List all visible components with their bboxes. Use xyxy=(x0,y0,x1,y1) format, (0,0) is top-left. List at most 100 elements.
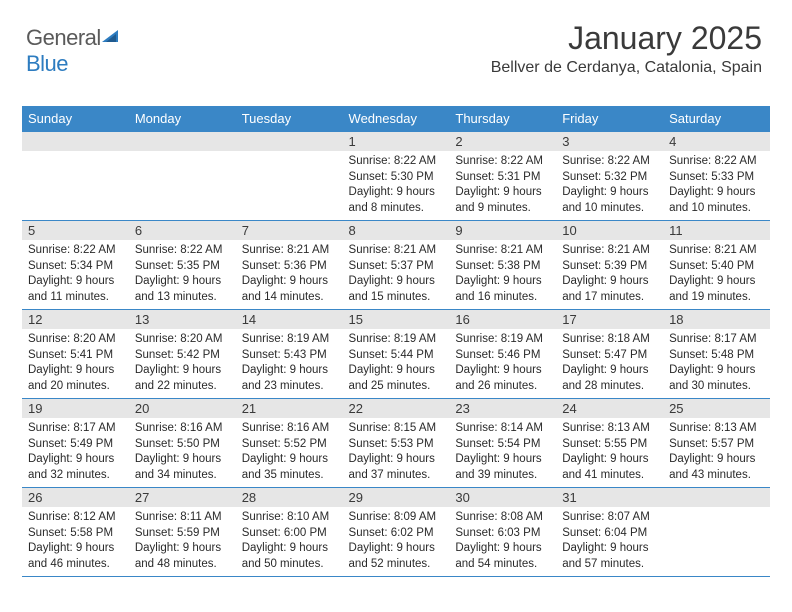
day-data: Sunrise: 8:20 AMSunset: 5:41 PMDaylight:… xyxy=(22,329,129,398)
day-number: 11 xyxy=(663,221,770,240)
calendar-cell: 7Sunrise: 8:21 AMSunset: 5:36 PMDaylight… xyxy=(236,221,343,310)
day-number: 1 xyxy=(343,132,450,151)
calendar-cell: 28Sunrise: 8:10 AMSunset: 6:00 PMDayligh… xyxy=(236,488,343,577)
calendar-cell xyxy=(22,132,129,221)
day-number: 2 xyxy=(449,132,556,151)
day-number: 24 xyxy=(556,399,663,418)
day-data: Sunrise: 8:10 AMSunset: 6:00 PMDaylight:… xyxy=(236,507,343,576)
calendar-cell: 15Sunrise: 8:19 AMSunset: 5:44 PMDayligh… xyxy=(343,310,450,399)
day-number: 25 xyxy=(663,399,770,418)
day-number: 29 xyxy=(343,488,450,507)
weekday-header: Thursday xyxy=(449,106,556,132)
day-data: Sunrise: 8:21 AMSunset: 5:38 PMDaylight:… xyxy=(449,240,556,309)
day-data: Sunrise: 8:15 AMSunset: 5:53 PMDaylight:… xyxy=(343,418,450,487)
calendar-cell: 13Sunrise: 8:20 AMSunset: 5:42 PMDayligh… xyxy=(129,310,236,399)
day-data: Sunrise: 8:12 AMSunset: 5:58 PMDaylight:… xyxy=(22,507,129,576)
day-number: 22 xyxy=(343,399,450,418)
day-data: Sunrise: 8:17 AMSunset: 5:49 PMDaylight:… xyxy=(22,418,129,487)
day-data: Sunrise: 8:16 AMSunset: 5:50 PMDaylight:… xyxy=(129,418,236,487)
day-data: Sunrise: 8:21 AMSunset: 5:36 PMDaylight:… xyxy=(236,240,343,309)
day-data: Sunrise: 8:21 AMSunset: 5:39 PMDaylight:… xyxy=(556,240,663,309)
calendar-cell: 10Sunrise: 8:21 AMSunset: 5:39 PMDayligh… xyxy=(556,221,663,310)
calendar-cell: 6Sunrise: 8:22 AMSunset: 5:35 PMDaylight… xyxy=(129,221,236,310)
header: January 2025 Bellver de Cerdanya, Catalo… xyxy=(491,20,762,77)
day-number: 9 xyxy=(449,221,556,240)
calendar-cell: 11Sunrise: 8:21 AMSunset: 5:40 PMDayligh… xyxy=(663,221,770,310)
day-data: Sunrise: 8:22 AMSunset: 5:31 PMDaylight:… xyxy=(449,151,556,220)
calendar-header-row: SundayMondayTuesdayWednesdayThursdayFrid… xyxy=(22,106,770,132)
calendar-cell: 3Sunrise: 8:22 AMSunset: 5:32 PMDaylight… xyxy=(556,132,663,221)
calendar-cell: 21Sunrise: 8:16 AMSunset: 5:52 PMDayligh… xyxy=(236,399,343,488)
day-number: 14 xyxy=(236,310,343,329)
day-data: Sunrise: 8:20 AMSunset: 5:42 PMDaylight:… xyxy=(129,329,236,398)
logo: GeneralBlue xyxy=(26,24,122,77)
calendar-cell: 22Sunrise: 8:15 AMSunset: 5:53 PMDayligh… xyxy=(343,399,450,488)
logo-text-general: General xyxy=(26,25,101,50)
weekday-header: Friday xyxy=(556,106,663,132)
day-number: 30 xyxy=(449,488,556,507)
day-number: 17 xyxy=(556,310,663,329)
calendar-cell: 2Sunrise: 8:22 AMSunset: 5:31 PMDaylight… xyxy=(449,132,556,221)
day-number: 23 xyxy=(449,399,556,418)
calendar-cell: 26Sunrise: 8:12 AMSunset: 5:58 PMDayligh… xyxy=(22,488,129,577)
day-data: Sunrise: 8:22 AMSunset: 5:33 PMDaylight:… xyxy=(663,151,770,220)
logo-text-blue: Blue xyxy=(26,51,68,76)
calendar-cell: 20Sunrise: 8:16 AMSunset: 5:50 PMDayligh… xyxy=(129,399,236,488)
day-number-empty xyxy=(663,488,770,507)
calendar-body: 1Sunrise: 8:22 AMSunset: 5:30 PMDaylight… xyxy=(22,132,770,577)
weekday-header: Monday xyxy=(129,106,236,132)
calendar-cell: 17Sunrise: 8:18 AMSunset: 5:47 PMDayligh… xyxy=(556,310,663,399)
day-data: Sunrise: 8:09 AMSunset: 6:02 PMDaylight:… xyxy=(343,507,450,576)
day-number: 6 xyxy=(129,221,236,240)
day-data: Sunrise: 8:07 AMSunset: 6:04 PMDaylight:… xyxy=(556,507,663,576)
calendar-cell: 16Sunrise: 8:19 AMSunset: 5:46 PMDayligh… xyxy=(449,310,556,399)
day-number: 13 xyxy=(129,310,236,329)
calendar-cell: 30Sunrise: 8:08 AMSunset: 6:03 PMDayligh… xyxy=(449,488,556,577)
day-number: 4 xyxy=(663,132,770,151)
logo-sail-icon xyxy=(102,24,122,50)
day-number: 19 xyxy=(22,399,129,418)
day-number: 8 xyxy=(343,221,450,240)
day-number: 18 xyxy=(663,310,770,329)
day-number: 27 xyxy=(129,488,236,507)
day-data: Sunrise: 8:14 AMSunset: 5:54 PMDaylight:… xyxy=(449,418,556,487)
day-data: Sunrise: 8:18 AMSunset: 5:47 PMDaylight:… xyxy=(556,329,663,398)
day-number-empty xyxy=(236,132,343,151)
day-data: Sunrise: 8:13 AMSunset: 5:55 PMDaylight:… xyxy=(556,418,663,487)
day-data: Sunrise: 8:19 AMSunset: 5:46 PMDaylight:… xyxy=(449,329,556,398)
calendar-cell xyxy=(236,132,343,221)
day-number: 31 xyxy=(556,488,663,507)
day-number: 12 xyxy=(22,310,129,329)
calendar-cell: 1Sunrise: 8:22 AMSunset: 5:30 PMDaylight… xyxy=(343,132,450,221)
calendar-cell: 25Sunrise: 8:13 AMSunset: 5:57 PMDayligh… xyxy=(663,399,770,488)
day-number: 15 xyxy=(343,310,450,329)
calendar-cell: 27Sunrise: 8:11 AMSunset: 5:59 PMDayligh… xyxy=(129,488,236,577)
calendar-cell xyxy=(129,132,236,221)
day-number: 10 xyxy=(556,221,663,240)
calendar-cell: 4Sunrise: 8:22 AMSunset: 5:33 PMDaylight… xyxy=(663,132,770,221)
logo-text: GeneralBlue xyxy=(26,24,122,77)
calendar-cell: 24Sunrise: 8:13 AMSunset: 5:55 PMDayligh… xyxy=(556,399,663,488)
calendar-cell xyxy=(663,488,770,577)
day-data: Sunrise: 8:21 AMSunset: 5:40 PMDaylight:… xyxy=(663,240,770,309)
day-number: 3 xyxy=(556,132,663,151)
day-number: 16 xyxy=(449,310,556,329)
day-data: Sunrise: 8:22 AMSunset: 5:35 PMDaylight:… xyxy=(129,240,236,309)
day-data: Sunrise: 8:22 AMSunset: 5:34 PMDaylight:… xyxy=(22,240,129,309)
day-data: Sunrise: 8:21 AMSunset: 5:37 PMDaylight:… xyxy=(343,240,450,309)
day-data: Sunrise: 8:17 AMSunset: 5:48 PMDaylight:… xyxy=(663,329,770,398)
day-number: 20 xyxy=(129,399,236,418)
weekday-header: Wednesday xyxy=(343,106,450,132)
day-data: Sunrise: 8:22 AMSunset: 5:32 PMDaylight:… xyxy=(556,151,663,220)
day-data: Sunrise: 8:22 AMSunset: 5:30 PMDaylight:… xyxy=(343,151,450,220)
day-data: Sunrise: 8:11 AMSunset: 5:59 PMDaylight:… xyxy=(129,507,236,576)
day-data: Sunrise: 8:08 AMSunset: 6:03 PMDaylight:… xyxy=(449,507,556,576)
calendar-table: SundayMondayTuesdayWednesdayThursdayFrid… xyxy=(22,106,770,577)
day-data: Sunrise: 8:13 AMSunset: 5:57 PMDaylight:… xyxy=(663,418,770,487)
day-number: 26 xyxy=(22,488,129,507)
day-data: Sunrise: 8:19 AMSunset: 5:43 PMDaylight:… xyxy=(236,329,343,398)
day-data: Sunrise: 8:19 AMSunset: 5:44 PMDaylight:… xyxy=(343,329,450,398)
weekday-header: Sunday xyxy=(22,106,129,132)
calendar-cell: 29Sunrise: 8:09 AMSunset: 6:02 PMDayligh… xyxy=(343,488,450,577)
calendar-cell: 31Sunrise: 8:07 AMSunset: 6:04 PMDayligh… xyxy=(556,488,663,577)
